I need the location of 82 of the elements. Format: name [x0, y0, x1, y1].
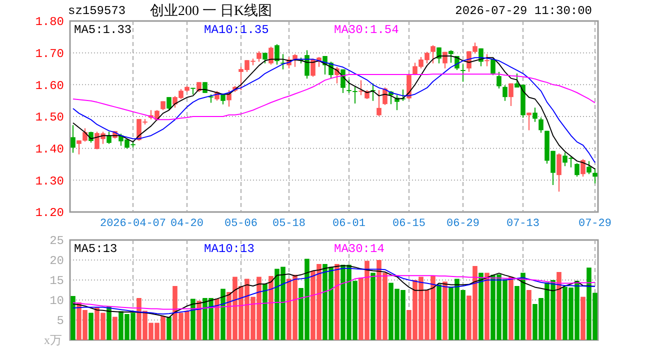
candlestick [586, 160, 592, 175]
bar [196, 300, 202, 340]
bar [478, 272, 484, 340]
x-tick-label: 07-13 [506, 218, 540, 230]
candlestick [256, 50, 262, 62]
y-tick-label: 20 [50, 254, 64, 268]
y-tick-label: 1.80 [35, 15, 64, 30]
text: MA5:13 [74, 242, 118, 256]
y-tick-label: 1.40 [35, 142, 64, 157]
candlestick [226, 90, 232, 108]
chart-title: 创业200 一 日K线图 [150, 3, 272, 19]
candlestick [376, 90, 382, 117]
bar [214, 298, 220, 340]
candlestick [508, 82, 514, 106]
chart-subtitle: sz159573 [68, 4, 126, 18]
bar [442, 282, 448, 340]
y-tick-label: 5 [56, 314, 64, 328]
candlestick [76, 140, 82, 155]
bar [220, 288, 226, 340]
y-tick-label: 1.30 [35, 174, 64, 188]
line-series [72, 275, 596, 310]
text: MA10:1.35 [204, 23, 269, 37]
bar [370, 272, 376, 340]
x-tick-label: 2026-04-07 [100, 218, 166, 230]
text: MA30:1.54 [334, 23, 399, 37]
bar [436, 284, 442, 340]
y-tick-label: 1.50 [35, 110, 64, 125]
y-axis-title: x万 [44, 333, 62, 347]
bar [70, 296, 76, 340]
y-tick-label: 1.70 [35, 47, 64, 62]
candlestick [82, 128, 88, 142]
text: MA5:1.33 [74, 23, 132, 37]
x-tick-label: 06-01 [332, 218, 366, 230]
bar [556, 272, 562, 340]
candlestick [538, 116, 544, 134]
candlestick [274, 44, 280, 66]
bar [166, 316, 172, 340]
y-tick-label: 25 [50, 234, 64, 248]
bar [262, 284, 268, 340]
candlestick [346, 79, 352, 94]
text: 2026-07-29 11:30:00 [455, 4, 592, 18]
candlestick [502, 84, 508, 102]
bar [580, 296, 586, 340]
candlestick [532, 107, 538, 122]
candlestick [574, 162, 580, 178]
bar [526, 290, 532, 340]
bar [190, 298, 196, 340]
candlestick [526, 112, 532, 131]
x-tick-label: 06-29 [446, 218, 480, 230]
bar [334, 264, 340, 340]
x-tick-label: 04-20 [170, 218, 204, 230]
series-label: MA30:14 [334, 242, 384, 256]
bar [112, 316, 118, 340]
candlestick [358, 80, 364, 96]
y-tick-label: 1.20 [35, 206, 64, 220]
bar [88, 312, 94, 340]
y-tick-label: 15 [50, 274, 64, 288]
candlestick [496, 71, 502, 89]
x-tick-label: 05-06 [224, 218, 258, 230]
candlestick [430, 44, 436, 64]
candlestick [70, 124, 76, 154]
y-tick-label: 1.60 [35, 78, 64, 93]
candlestick [592, 168, 598, 184]
text: MA10:13 [204, 242, 254, 256]
bar [106, 306, 112, 340]
candlestick [460, 64, 466, 82]
candlestick [580, 158, 586, 178]
bar [484, 272, 490, 340]
x-tick-label: 05-18 [272, 218, 306, 230]
x-tick-label: 06-15 [392, 218, 426, 230]
candlestick [166, 96, 172, 111]
candlestick [556, 152, 562, 192]
candlestick [352, 86, 358, 104]
bar [268, 276, 274, 340]
x-tick-label: 07-29 [578, 218, 612, 230]
y-tick-label: 10 [50, 294, 64, 308]
candlestick [292, 54, 298, 68]
candlestick [268, 46, 274, 66]
candlestick [106, 131, 112, 144]
candlestick [484, 54, 490, 67]
candlestick [448, 50, 454, 64]
bar [508, 276, 514, 340]
